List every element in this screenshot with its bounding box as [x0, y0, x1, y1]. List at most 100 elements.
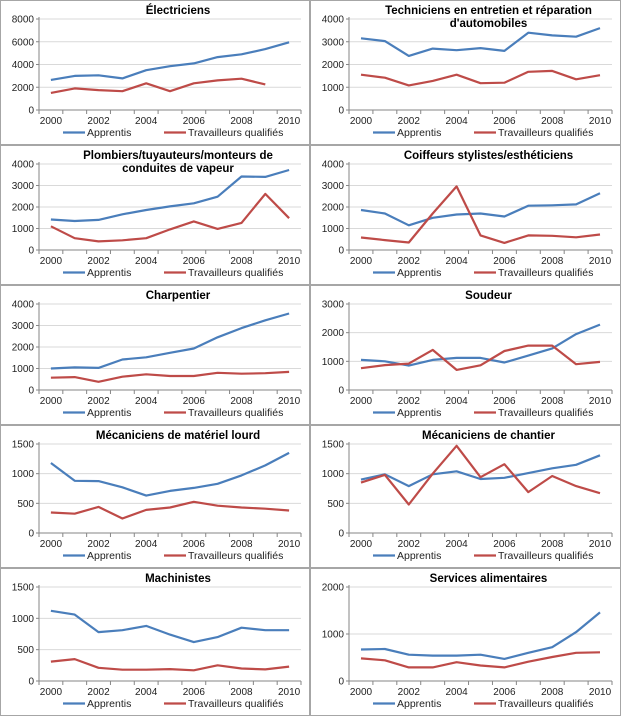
- x-tick-label: 2002: [87, 539, 110, 550]
- panel-mecaniciens-materiel-lourd: 0 500 1000 1500 2000 2002 2004 2006 2008 2010 Méca…: [0, 425, 310, 568]
- x-tick-label: 2008: [230, 396, 253, 407]
- chart-title: Mécaniciens de matériel lourd: [96, 430, 260, 442]
- x-tick-label: 2010: [589, 396, 612, 407]
- x-tick-label: 2006: [493, 256, 516, 267]
- series-line-apprentis: [50, 609, 290, 644]
- x-tick-label: 2010: [278, 687, 301, 698]
- x-tick-label: 2000: [350, 687, 373, 698]
- x-tick-label: 2002: [87, 687, 110, 698]
- y-tick-label: 1500: [12, 583, 35, 594]
- y-tick-label: 2000: [322, 203, 345, 214]
- x-tick-label: 2002: [398, 256, 421, 267]
- y-tick-label: 500: [17, 499, 34, 510]
- y-tick-label: 1000: [322, 224, 345, 235]
- x-tick-label: 2008: [230, 256, 253, 267]
- x-tick-label: 2000: [40, 256, 63, 267]
- x-tick-label: 2006: [183, 116, 206, 127]
- y-tick-label: 1000: [322, 630, 345, 641]
- x-tick-label: 2004: [445, 116, 468, 127]
- y-tick-label: 0: [338, 246, 344, 257]
- y-tick-label: 0: [28, 246, 34, 257]
- x-tick-label: 2010: [589, 116, 612, 127]
- x-tick-label: 2002: [87, 116, 110, 127]
- y-tick-label: 3000: [322, 37, 345, 48]
- legend-label-travailleurs-qualifies: Travailleurs qualifiés: [188, 550, 283, 562]
- x-tick-label: 2004: [135, 539, 158, 550]
- x-tick-label: 2002: [398, 687, 421, 698]
- line-chart: 0 1000 2000 3000 4000 2000 2002 2004 2006 2008 201…: [12, 290, 302, 419]
- x-tick-label: 2010: [278, 116, 301, 127]
- series-line-travailleurs-qualifies: [360, 69, 601, 87]
- legend-label-apprentis: Apprentis: [87, 127, 131, 139]
- x-tick-label: 2002: [87, 256, 110, 267]
- panel-techniciens-automobiles: 0 1000 2000 3000 4000 2000 2002 2004 2006 2008 201…: [310, 0, 621, 145]
- series-line-apprentis: [50, 168, 290, 223]
- line-chart: 0 1000 2000 3000 2000 2002 2004 2006 2008 2010 Sou…: [322, 290, 613, 419]
- x-tick-label: 2008: [541, 116, 564, 127]
- legend-label-travailleurs-qualifies: Travailleurs qualifiés: [498, 267, 593, 279]
- chart-title: Mécaniciens de chantier: [422, 430, 555, 442]
- line-chart: 0 500 1000 1500 2000 2002 2004 2006 2008 2010 Méca…: [322, 430, 613, 562]
- legend-label-apprentis: Apprentis: [397, 550, 441, 562]
- y-tick-label: 2000: [322, 60, 345, 71]
- y-tick-label: 2000: [12, 83, 35, 94]
- chart-title: conduites de vapeur: [122, 163, 234, 175]
- x-tick-label: 2004: [445, 539, 468, 550]
- x-tick-label: 2008: [541, 256, 564, 267]
- x-tick-label: 2004: [135, 116, 158, 127]
- line-chart: 0 500 1000 1500 2000 2002 2004 2006 2008 2010 Mach…: [12, 573, 302, 710]
- x-tick-label: 2004: [135, 687, 158, 698]
- panel-soudeur: 0 1000 2000 3000 2000 2002 2004 2006 2008 2010 Sou…: [310, 285, 621, 425]
- legend-label-travailleurs-qualifies: Travailleurs qualifiés: [188, 267, 283, 279]
- line-chart: 0 1000 2000 2000 2002 2004 2006 2008 2010 Service…: [322, 573, 613, 710]
- legend-label-travailleurs-qualifies: Travailleurs qualifiés: [188, 127, 283, 139]
- series-line-apprentis: [50, 451, 290, 497]
- y-tick-label: 1000: [12, 364, 35, 375]
- y-tick-label: 0: [338, 677, 344, 688]
- chart-title: Électriciens: [146, 4, 211, 17]
- line-chart: 0 2000 4000 6000 8000 2000 2002 2004 2006 2008 201…: [12, 4, 302, 139]
- chart-title: Soudeur: [465, 290, 512, 302]
- series-line-travailleurs-qualifies: [50, 500, 290, 520]
- y-tick-label: 8000: [12, 15, 35, 26]
- x-tick-label: 2010: [278, 539, 301, 550]
- y-tick-label: 1000: [322, 469, 345, 480]
- chart-title: Charpentier: [146, 290, 211, 302]
- x-tick-label: 2010: [589, 687, 612, 698]
- x-tick-label: 2006: [493, 539, 516, 550]
- series-line-travailleurs-qualifies: [50, 658, 290, 672]
- y-tick-label: 2000: [322, 328, 345, 339]
- series-line-apprentis: [50, 312, 290, 370]
- panel-machinistes: 0 500 1000 1500 2000 2002 2004 2006 2008 2010 Mach…: [0, 568, 310, 716]
- x-tick-label: 2006: [183, 687, 206, 698]
- legend-label-apprentis: Apprentis: [397, 267, 441, 279]
- x-tick-label: 2006: [493, 687, 516, 698]
- x-tick-label: 2008: [230, 687, 253, 698]
- chart-title: Services alimentaires: [430, 573, 548, 585]
- x-tick-label: 2006: [183, 396, 206, 407]
- chart-title: Machinistes: [145, 573, 211, 585]
- x-tick-label: 2006: [183, 256, 206, 267]
- y-tick-label: 1000: [12, 224, 35, 235]
- legend-label-apprentis: Apprentis: [397, 127, 441, 139]
- y-tick-label: 0: [338, 386, 344, 397]
- x-tick-label: 2000: [40, 687, 63, 698]
- y-tick-label: 4000: [12, 300, 35, 311]
- y-tick-label: 0: [338, 106, 344, 117]
- x-tick-label: 2002: [87, 396, 110, 407]
- y-tick-label: 1000: [322, 357, 345, 368]
- x-tick-label: 2008: [230, 539, 253, 550]
- x-tick-label: 2006: [493, 396, 516, 407]
- y-tick-label: 3000: [322, 181, 345, 192]
- x-tick-label: 2010: [589, 256, 612, 267]
- legend-label-apprentis: Apprentis: [87, 698, 131, 710]
- series-line-apprentis: [50, 41, 290, 81]
- legend-label-apprentis: Apprentis: [87, 550, 131, 562]
- legend-label-apprentis: Apprentis: [87, 407, 131, 419]
- series-line-travailleurs-qualifies: [360, 444, 601, 506]
- x-tick-label: 2008: [541, 687, 564, 698]
- x-tick-label: 2004: [135, 396, 158, 407]
- x-tick-label: 2000: [350, 116, 373, 127]
- x-tick-label: 2000: [350, 396, 373, 407]
